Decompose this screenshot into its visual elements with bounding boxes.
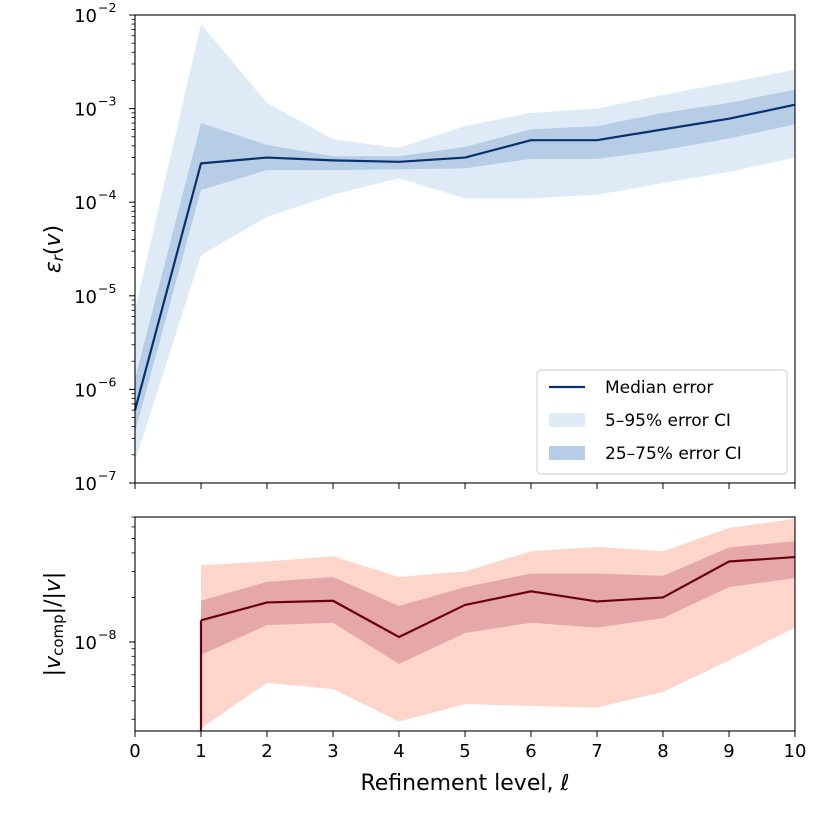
y-tick-label: 10 (74, 6, 97, 27)
y-tick-label: 10 (74, 193, 97, 214)
x-tick-label: 7 (591, 741, 602, 762)
bottom-bands (201, 518, 795, 729)
y-tick-exponent: −7 (98, 468, 116, 483)
legend-swatch-5-95 (549, 413, 585, 427)
y-tick-label: 10 (74, 633, 97, 654)
bottom-x-ticks: 0 1 2 3 4 5 6 7 8 9 10 (129, 731, 806, 762)
y-tick-label: 10 (74, 100, 97, 121)
legend-box (536, 369, 788, 475)
x-tick-label: 4 (393, 741, 404, 762)
x-tick-label: 2 (261, 741, 272, 762)
legend-swatch-25-75 (549, 446, 585, 460)
legend: Median error 5–95% error CI 25–75% error… (536, 369, 788, 475)
top-y-axis-label: εr(v) (41, 225, 68, 273)
bottom-y-ticks: 10 −8 (74, 516, 135, 720)
legend-label-25-75: 25–75% error CI (605, 444, 742, 464)
x-tick-label: 6 (525, 741, 536, 762)
bottom-panel: 0 1 2 3 4 5 6 7 8 9 10 10 −8 |vcomp|/|v| Refinement… (41, 516, 806, 796)
top-y-ticks: 10−710−610−510−410−310−2 (74, 0, 135, 495)
top-panel: 10−710−610−510−410−310−2 εr(v) Median er… (41, 0, 796, 495)
y-tick-label: 10 (74, 380, 97, 401)
x-tick-label: 9 (723, 741, 734, 762)
bottom-y-axis-label: |vcomp|/|v| (41, 572, 68, 677)
x-tick-label: 8 (657, 741, 668, 762)
x-tick-label: 3 (327, 741, 338, 762)
y-tick-exponent: −4 (98, 187, 116, 202)
legend-label-5-95: 5–95% error CI (605, 411, 731, 431)
y-tick-exponent: −8 (98, 627, 116, 642)
legend-label-median: Median error (605, 378, 713, 398)
band-25-75-ci (201, 541, 795, 664)
x-tick-label: 0 (129, 741, 140, 762)
y-tick-label: 10 (74, 287, 97, 308)
y-tick-exponent: −3 (98, 94, 116, 109)
x-tick-label: 1 (195, 741, 206, 762)
bottom-median-line (200, 555, 796, 639)
x-tick-label: 10 (784, 741, 807, 762)
top-median-line (133, 103, 796, 411)
y-tick-exponent: −5 (98, 281, 116, 296)
top-x-ticks (134, 483, 796, 489)
y-tick-exponent: −2 (98, 0, 116, 15)
x-axis-label: Refinement level, ℓ (360, 771, 569, 796)
y-tick-label: 10 (74, 474, 97, 495)
x-tick-label: 5 (459, 741, 470, 762)
y-tick-exponent: −6 (98, 374, 116, 389)
